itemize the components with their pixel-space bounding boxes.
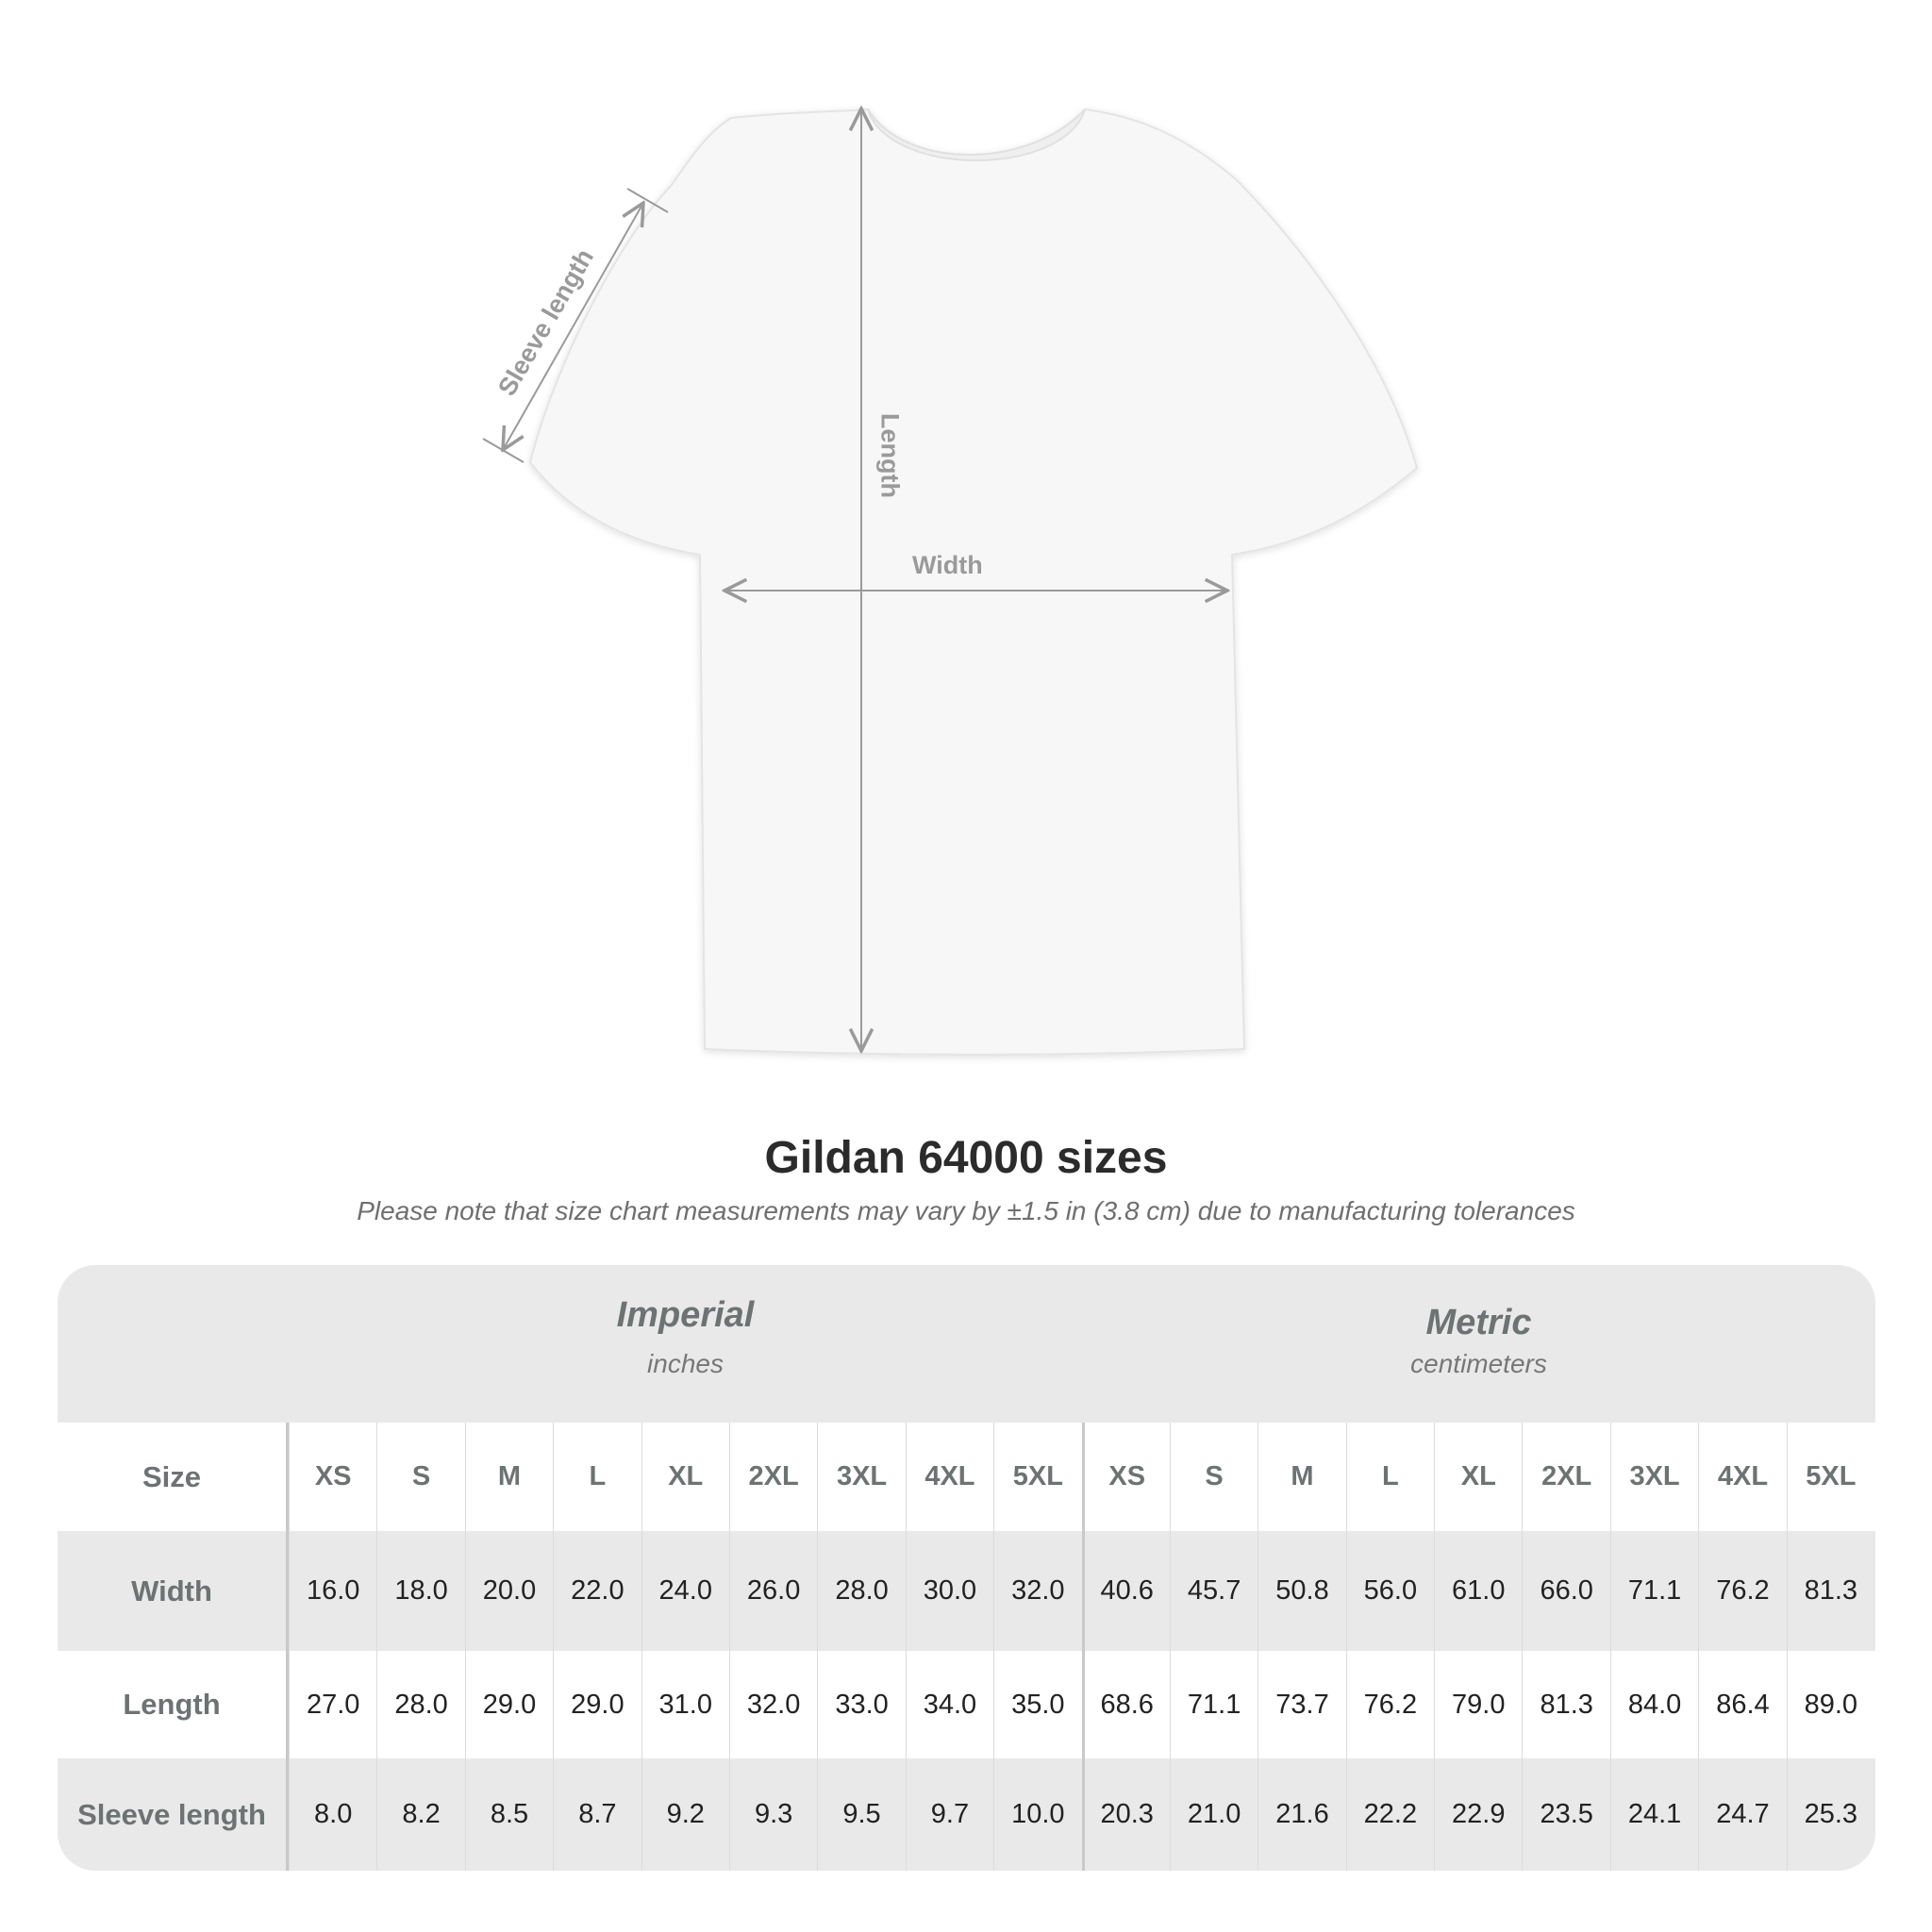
imperial-title: Imperial	[616, 1295, 755, 1335]
table-cell: 68.6	[1081, 1651, 1170, 1758]
size-header-cell: L	[553, 1423, 641, 1531]
table-cell: 26.0	[728, 1531, 817, 1651]
table-row: Sleeve length 8.0 8.2 8.5 8.7 9.2 9.3 9.5 9.7 10.…	[58, 1758, 1875, 1871]
table-cell: 16.0	[289, 1531, 376, 1651]
sleeve-measure-line	[503, 203, 643, 450]
length-label: Length	[875, 413, 905, 498]
size-header-cell: XS	[1081, 1423, 1170, 1531]
table-cell: 28.0	[376, 1651, 464, 1758]
table-cell: 30.0	[905, 1531, 993, 1651]
table-row: Length 27.0 28.0 29.0 29.0 31.0 32.0 33.0 34.0 35…	[58, 1651, 1875, 1758]
tshirt-body	[528, 108, 1419, 1056]
table-cell: 27.0	[289, 1651, 376, 1758]
table-cell: 22.2	[1345, 1758, 1434, 1871]
size-header-cell: 5XL	[993, 1423, 1081, 1531]
size-header-cell: XL	[1434, 1423, 1522, 1531]
imperial-unit: inches	[647, 1349, 724, 1378]
row-label: Size	[58, 1423, 289, 1531]
table-cell: 25.3	[1786, 1758, 1874, 1871]
table-cell: 79.0	[1434, 1651, 1522, 1758]
table-cell: 32.0	[728, 1651, 817, 1758]
table-cell: 32.0	[993, 1531, 1081, 1651]
size-header-cell: 4XL	[1698, 1423, 1786, 1531]
metric-unit: centimeters	[1410, 1349, 1547, 1378]
row-label: Length	[58, 1651, 289, 1758]
table-cell: 8.5	[464, 1758, 553, 1871]
metric-title: Metric	[1425, 1303, 1532, 1342]
size-header-cell: 4XL	[905, 1423, 993, 1531]
table-cell: 71.1	[1609, 1531, 1698, 1651]
table-cell: 50.8	[1257, 1531, 1345, 1651]
table-cell: 21.0	[1169, 1758, 1257, 1871]
size-header-cell: L	[1345, 1423, 1434, 1531]
table-cell: 84.0	[1609, 1651, 1698, 1758]
imperial-header: Imperial inches	[289, 1295, 1082, 1453]
table-cell: 9.7	[905, 1758, 993, 1871]
table-cell: 21.6	[1257, 1758, 1345, 1871]
table-cell: 29.0	[464, 1651, 553, 1758]
table-cell: 86.4	[1698, 1651, 1786, 1758]
table-cell: 89.0	[1786, 1651, 1874, 1758]
size-header-cell: 3XL	[1609, 1423, 1698, 1531]
table-cell: 10.0	[993, 1758, 1081, 1871]
size-header-row: Size XS S M L XL 2XL 3XL 4XL 5XL XS S M L XL 2XL 3XL 4XL 5…	[58, 1423, 1875, 1531]
table-row: Width 16.0 18.0 20.0 22.0 24.0 26.0 28.0 30.0 32.…	[58, 1531, 1875, 1651]
table-cell: 73.7	[1257, 1651, 1345, 1758]
page-title: Gildan 64000 sizes	[764, 1133, 1168, 1183]
table-cell: 56.0	[1345, 1531, 1434, 1651]
size-header-cell: S	[376, 1423, 464, 1531]
table-cell: 18.0	[376, 1531, 464, 1651]
table-cell: 71.1	[1169, 1651, 1257, 1758]
size-header-cell: S	[1169, 1423, 1257, 1531]
size-table: Imperial inches Metric centimeters Size X…	[58, 1265, 1875, 1871]
table-cell: 22.0	[553, 1531, 641, 1651]
width-label: Width	[912, 551, 983, 579]
table-cell: 24.0	[641, 1531, 729, 1651]
table-cell: 45.7	[1169, 1531, 1257, 1651]
size-header-cell: M	[464, 1423, 553, 1531]
table-cell: 66.0	[1522, 1531, 1609, 1651]
table-cell: 35.0	[993, 1651, 1081, 1758]
size-header-cell: 2XL	[1522, 1423, 1609, 1531]
table-cell: 9.2	[641, 1758, 729, 1871]
metric-header: Metric centimeters	[1082, 1303, 1875, 1460]
table-cell: 23.5	[1522, 1758, 1609, 1871]
tshirt-diagram	[482, 0, 1419, 1056]
table-cell: 28.0	[817, 1531, 905, 1651]
table-cell: 24.7	[1698, 1758, 1786, 1871]
table-cell: 9.5	[817, 1758, 905, 1871]
size-header-cell: XS	[289, 1423, 376, 1531]
table-cell: 8.0	[289, 1758, 376, 1871]
table-cell: 76.2	[1345, 1651, 1434, 1758]
table-cell: 24.1	[1609, 1758, 1698, 1871]
row-label: Width	[58, 1531, 289, 1651]
size-header-cell: 2XL	[728, 1423, 817, 1531]
table-cell: 29.0	[553, 1651, 641, 1758]
table-cell: 40.6	[1081, 1531, 1170, 1651]
table-cell: 20.0	[464, 1531, 553, 1651]
table-cell: 33.0	[817, 1651, 905, 1758]
size-header-cell: 5XL	[1786, 1423, 1874, 1531]
size-header-cell: M	[1257, 1423, 1345, 1531]
table-cell: 61.0	[1434, 1531, 1522, 1651]
table-cell: 8.2	[376, 1758, 464, 1871]
table-cell: 8.7	[553, 1758, 641, 1871]
table-cell: 31.0	[641, 1651, 729, 1758]
table-cell: 81.3	[1786, 1531, 1874, 1651]
row-label: Sleeve length	[58, 1758, 289, 1871]
table-cell: 20.3	[1081, 1758, 1170, 1871]
table-cell: 22.9	[1434, 1758, 1522, 1871]
table-cell: 9.3	[728, 1758, 817, 1871]
tshirt-collar	[867, 108, 1086, 162]
table-cell: 34.0	[905, 1651, 993, 1758]
table-cell: 81.3	[1522, 1651, 1609, 1758]
tolerance-note: Please note that size chart measurements…	[357, 1196, 1575, 1225]
table-cell: 76.2	[1698, 1531, 1786, 1651]
size-header-cell: XL	[641, 1423, 729, 1531]
size-header-cell: 3XL	[817, 1423, 905, 1531]
